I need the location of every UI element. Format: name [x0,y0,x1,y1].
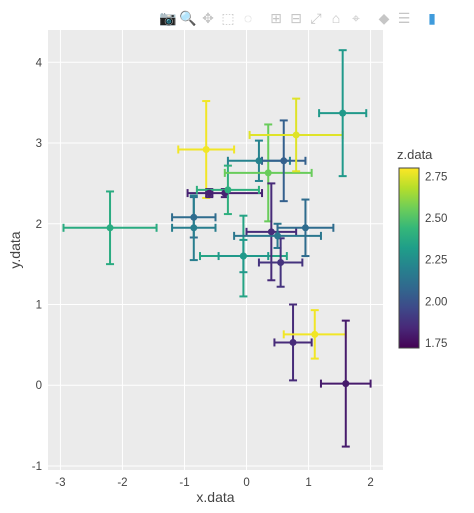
data-point [190,213,198,221]
x-axis-title: x.data [196,489,234,505]
data-point [274,232,282,240]
y-tick-label: 3 [36,138,42,150]
zoom-icon[interactable]: 🔍 [179,9,197,26]
colorbar-tick-label: 2.50 [425,213,447,225]
data-point [264,169,272,177]
data-point [311,330,319,338]
x-tick-label: 2 [367,477,373,489]
colorbar-title: z.data [397,147,433,162]
plot-area[interactable] [48,30,383,470]
y-tick-label: -1 [32,461,42,473]
data-point [342,380,350,388]
modebar: 📷 🔍 ✥ ⬚ ◌ ⊞ ⊟ ⤢ ⌂ ⌖ ◆ ☰ ▮ [158,8,442,28]
y-tick-label: 4 [36,57,43,69]
colorbar-ticks: 1.75 2.00 2.25 2.50 2.75 [425,171,447,350]
data-point [202,145,210,153]
zoom-out-icon[interactable]: ⊟ [290,9,302,26]
pan-icon[interactable]: ✥ [202,9,214,26]
data-point [280,157,288,165]
data-point [339,109,347,117]
x-tick-label: -1 [179,477,189,489]
lasso-select-icon[interactable]: ◌ [243,10,253,26]
x-tick-label: 0 [243,477,249,489]
colorbar-tick-label: 2.25 [425,255,447,267]
x-axis-ticks: -3 -2 -1 0 1 2 [55,477,374,489]
data-point [190,224,198,232]
plotly-logo-icon[interactable]: ▮ [428,9,436,26]
data-point [267,228,275,236]
box-select-icon[interactable]: ⬚ [221,9,235,26]
data-point [289,338,297,346]
reset-axes-icon[interactable]: ⌂ [331,10,341,26]
y-axis-title: y.data [7,231,23,268]
zoom-in-icon[interactable]: ⊞ [270,9,282,26]
data-point [255,157,263,165]
data-point [277,259,285,267]
colorbar-tick-label: 1.75 [425,338,447,350]
autoscale-icon[interactable]: ⤢ [310,9,322,26]
data-point [239,252,247,260]
colorbar-tick-label: 2.00 [425,296,447,308]
y-tick-label: 1 [36,299,42,311]
data-markers [106,109,350,388]
gridlines [48,30,383,470]
data-point [224,186,232,194]
colorbar-tick-label: 2.75 [425,171,447,183]
hover-compare-icon[interactable]: ☰ [397,9,411,26]
spike-lines-icon[interactable]: ⌖ [352,9,360,26]
colorbar [398,167,420,349]
y-tick-label: 0 [36,380,42,392]
data-point [205,189,213,197]
hover-closest-icon[interactable]: ◆ [378,9,390,26]
data-point [292,131,300,139]
x-tick-label: -3 [55,477,65,489]
x-tick-label: 1 [305,477,311,489]
camera-icon[interactable]: 📷 [159,9,177,26]
data-point [106,224,114,232]
y-axis-ticks: -1 0 1 2 3 4 [32,57,43,473]
data-point [301,224,309,232]
x-tick-label: -2 [117,477,127,489]
y-tick-label: 2 [36,219,42,231]
